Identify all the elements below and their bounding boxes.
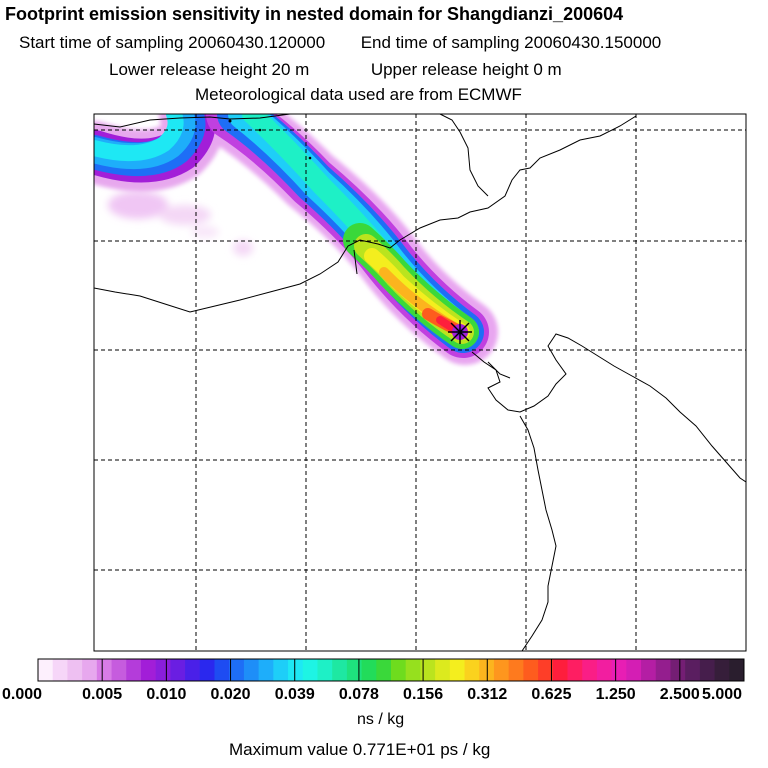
colorbar-swatch <box>523 659 539 681</box>
receptor-marker <box>448 320 472 344</box>
colorbar-swatch <box>449 659 465 681</box>
colorbar-swatch <box>96 659 112 681</box>
colorbar <box>37 658 745 682</box>
colorbar-tick-label: 1.250 <box>595 686 636 703</box>
colorbar-swatch <box>258 659 274 681</box>
colorbar-swatch <box>464 659 480 681</box>
colorbar-swatch <box>567 659 583 681</box>
lat-lon-grid <box>94 114 746 651</box>
colorbar-swatch <box>140 659 157 681</box>
colorbar-swatch <box>170 659 186 681</box>
colorbar-swatch <box>596 659 613 681</box>
colorbar-swatch <box>714 659 730 681</box>
colorbar-frame <box>37 658 745 682</box>
colorbar-swatch <box>405 659 421 681</box>
colorbar-tick-label: 0.000 <box>1 686 43 703</box>
colorbar-swatch <box>655 659 671 681</box>
map-frame <box>93 113 747 652</box>
lower-release-label: Lower release height 20 m <box>109 60 310 79</box>
end-time-label: End time of sampling 20060430.150000 <box>360 33 662 52</box>
map-content <box>94 114 746 651</box>
colorbar-swatch <box>273 659 289 681</box>
plume-faint-patches <box>108 191 253 256</box>
colorbar-swatch <box>317 659 333 681</box>
coastlines <box>94 114 746 651</box>
upper-release-label: Upper release height 0 m <box>370 60 562 79</box>
colorbar-swatch <box>52 659 68 681</box>
plot-title: Footprint emission sensitivity in nested… <box>5 4 624 24</box>
colorbar-swatch <box>391 659 407 681</box>
colorbar-swatch <box>611 659 627 681</box>
colorbar-tick-label: 2.500 <box>659 686 700 703</box>
colorbar-swatch <box>302 659 318 681</box>
colorbar-swatch <box>508 659 524 681</box>
colorbar-swatch <box>552 659 568 681</box>
colorbar-tick-label: 5.000 <box>701 686 743 703</box>
colorbar-swatch <box>420 659 436 681</box>
colorbar-swatch <box>376 659 392 681</box>
colorbar-unit: ns / kg <box>357 711 405 728</box>
colorbar-swatch <box>493 659 510 681</box>
colorbar-swatch <box>126 659 142 681</box>
colorbar-swatch <box>199 659 215 681</box>
colorbar-swatch <box>670 659 686 681</box>
colorbar-tick-label: 0.039 <box>274 686 315 703</box>
colorbar-swatch <box>185 659 201 681</box>
colorbar-swatch <box>111 659 127 681</box>
colorbar-tick-label: 0.156 <box>403 686 444 703</box>
colorbar-swatch <box>699 659 715 681</box>
colorbar-tick-label: 0.625 <box>531 686 572 703</box>
emission-plume <box>94 114 498 365</box>
colorbar-swatch <box>582 659 598 681</box>
city-dots <box>228 119 312 160</box>
colorbar-tick-label: 0.010 <box>146 686 187 703</box>
colorbar-tick-label: 0.005 <box>82 686 123 703</box>
colorbar-swatch <box>538 659 554 681</box>
colorbar-tick-labels: 0.000 0.005 0.010 0.020 0.039 0.078 0.156 0.312… <box>0 686 768 706</box>
colorbar-swatch <box>435 659 451 681</box>
met-data-label: Meteorological data used are from ECMWF <box>195 85 522 104</box>
colorbar-swatch <box>288 659 304 681</box>
colorbar-swatch <box>729 659 745 681</box>
colorbar-swatch <box>641 659 657 681</box>
colorbar-swatch <box>626 659 642 681</box>
colorbar-tick-label: 0.312 <box>467 686 508 703</box>
colorbar-tick-label: 0.078 <box>338 686 379 703</box>
maximum-value-label: Maximum value 0.771E+01 ps / kg <box>229 740 491 759</box>
colorbar-swatch <box>82 659 98 681</box>
colorbar-swatch <box>361 659 377 681</box>
colorbar-swatch <box>67 659 83 681</box>
sampling-times: Start time of sampling 20060430.120000 E… <box>19 33 661 53</box>
colorbar-swatch <box>38 659 54 681</box>
colorbar-swatch <box>346 659 362 681</box>
colorbar-swatch <box>214 659 230 681</box>
colorbar-swatch <box>229 659 245 681</box>
release-heights: Lower release height 20 m Upper release … <box>109 60 562 80</box>
start-time-label: Start time of sampling 20060430.120000 <box>19 33 326 52</box>
colorbar-swatch <box>685 659 701 681</box>
colorbar-swatch <box>332 659 348 681</box>
colorbar-tick-label: 0.020 <box>210 686 251 703</box>
colorbar-swatch <box>155 659 171 681</box>
colorbar-swatch <box>243 659 260 681</box>
